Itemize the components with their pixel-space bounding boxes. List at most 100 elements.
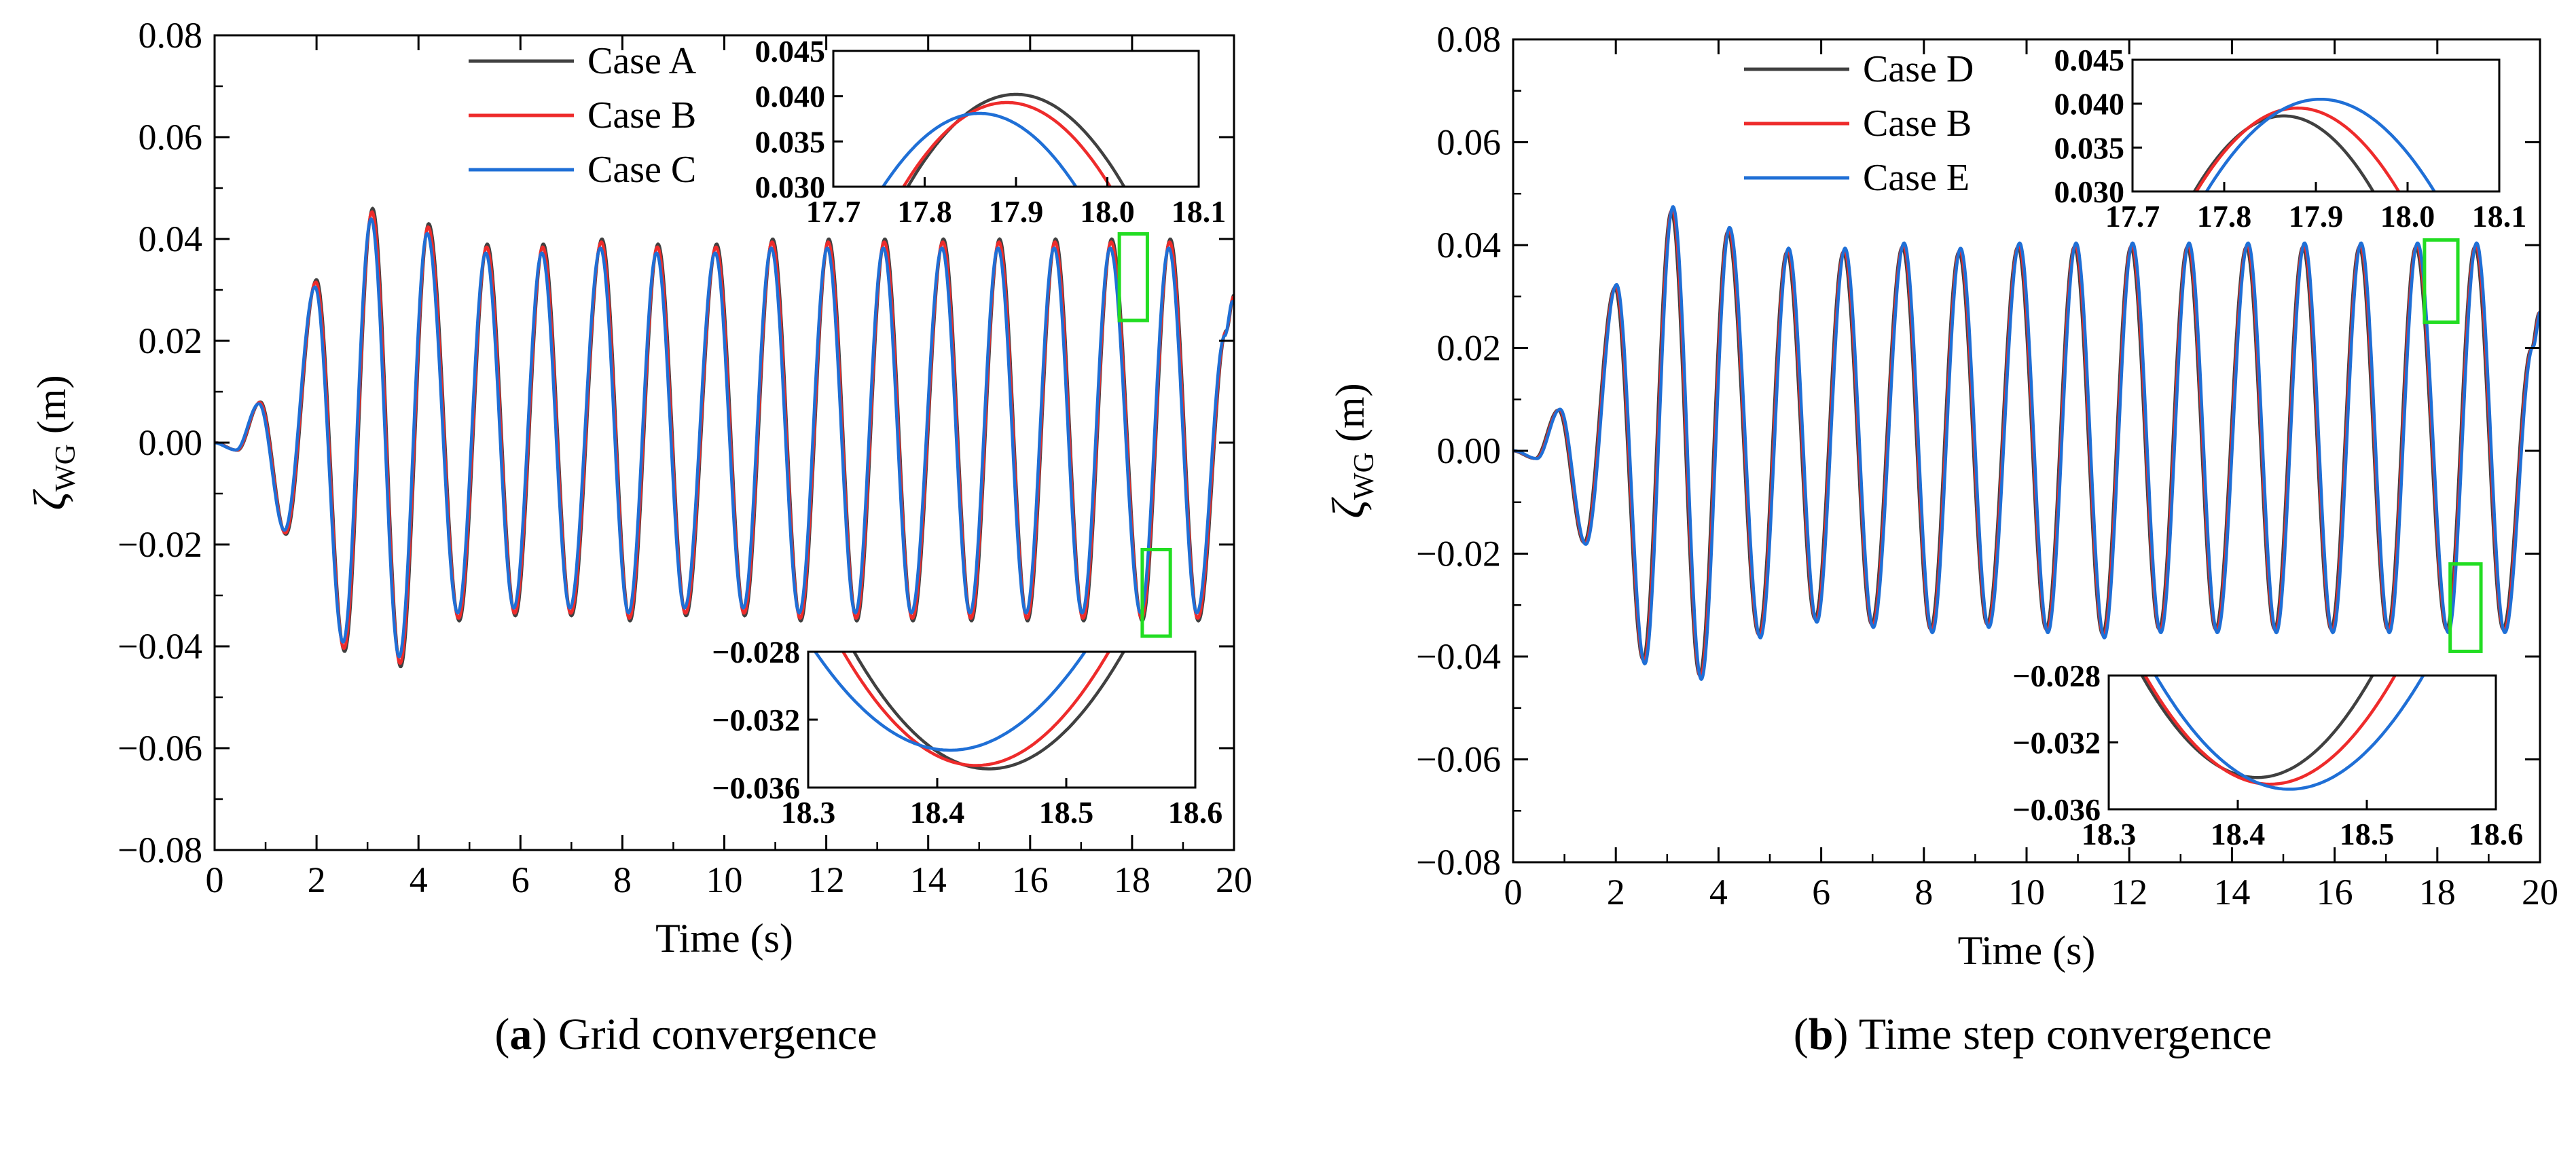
inset-line-case-e (2205, 97, 2437, 191)
x-tick-label: 14 (910, 860, 947, 900)
inset-y-tick-label: −0.032 (2012, 726, 2101, 760)
inset-line-case-e (2154, 676, 2425, 791)
legend-label: Case D (1863, 48, 1974, 90)
legend-label: Case B (1863, 103, 1972, 145)
x-tick-label: 20 (1216, 860, 1252, 900)
inset-x-tick-label: 18.0 (2380, 199, 2435, 234)
y-tick-label: −0.02 (117, 524, 202, 565)
series-line-case-c (215, 217, 1234, 659)
inset-x-tick-label: 18.1 (2472, 199, 2527, 234)
inset-y-tick-label: 0.030 (2054, 174, 2125, 209)
inset-x-tick-label: 18.4 (910, 795, 965, 830)
inset-x-tick-label: 18.0 (1080, 194, 1135, 229)
y-axis-subscript: WG (50, 444, 81, 492)
inset-y-tick-label: 0.045 (755, 34, 826, 69)
y-tick-label: −0.06 (1416, 739, 1501, 780)
x-axis-title: Time (s) (1958, 928, 2096, 973)
y-tick-label: 0.08 (1437, 19, 1502, 60)
legend-label: Case B (587, 94, 696, 136)
inset-y-tick-label: 0.045 (2054, 43, 2125, 77)
x-tick-label: 10 (2008, 872, 2045, 912)
panel-a: 0 2 4 6 8 10 12 14 16 18 20 −0.08 −0.06 −0.04 −0.02 0.0… (24, 15, 1252, 1059)
inset-curves (2140, 676, 2425, 791)
inset-y-tick-label: 0.040 (755, 79, 826, 114)
x-tick-label: 18 (1114, 860, 1150, 900)
inset-top-right: 17.7 17.8 17.9 18.0 18.1 0.030 0.035 0.040 0.045 (755, 34, 1227, 229)
inset-x-tick-label: 18.4 (2211, 817, 2266, 851)
caption-letter: a (509, 1010, 532, 1059)
inset-curves (813, 652, 1126, 771)
inset-line-case-c (881, 111, 1078, 187)
y-tick-label: 0.04 (139, 219, 203, 259)
inset-x-tick-label: 17.7 (806, 194, 861, 229)
y-axis-symbol: ζ (1322, 497, 1374, 519)
inset-bottom-right: 18.3 18.4 18.5 18.6 −0.028 −0.032 −0.036 (712, 635, 1223, 830)
legend: Case D Case B Case E (1744, 48, 1974, 199)
inset-x-tick-label: 17.9 (2289, 199, 2344, 234)
y-tick-label: 0.08 (139, 15, 203, 56)
series-line-case-e (1513, 205, 2540, 682)
inset-line-case-b (2143, 676, 2397, 786)
inset-y-tick-label: 0.030 (755, 170, 826, 204)
inset-line-case-a (906, 92, 1126, 187)
inset-x-tick-label: 17.8 (2197, 199, 2252, 234)
inset-x-tick-label: 17.8 (897, 194, 952, 229)
inset-x-tick-label: 18.6 (1168, 795, 1223, 830)
y-tick-label: 0.02 (1437, 328, 1502, 369)
y-tick-label: −0.08 (117, 830, 202, 870)
zoom-region-box (1117, 232, 1149, 322)
inset-line-case-a (852, 652, 1126, 771)
series-group (1513, 205, 2540, 682)
inset-x-tick-label: 18.5 (2340, 817, 2395, 851)
y-tick-label: −0.06 (117, 728, 202, 769)
y-tick-label: 0.00 (139, 422, 203, 463)
panel-caption: (b) Time step convergence (1794, 1010, 2272, 1059)
caption-text: Time step convergence (1848, 1010, 2272, 1059)
inset-line-case-b (2194, 106, 2401, 191)
y-axis-subscript: WG (1349, 452, 1380, 500)
inset-x-tick-label: 17.7 (2105, 199, 2160, 234)
inset-x-tick-label: 18.1 (1172, 194, 1227, 229)
inset-line-case-c (813, 652, 1087, 752)
y-tick-label: 0.06 (139, 117, 203, 158)
inset-y-tick-label: −0.028 (2012, 659, 2101, 693)
series-line-case-b (215, 210, 1234, 665)
legend-label: Case E (1863, 157, 1970, 199)
y-axis-title: ζWG (m) (24, 375, 81, 510)
caption-open: ( (1794, 1010, 1809, 1059)
x-tick-label: 4 (410, 860, 428, 900)
caption-open: ( (494, 1010, 509, 1059)
legend-label: Case C (587, 149, 696, 191)
x-tick-label: 6 (1812, 872, 1830, 912)
inset-y-tick-label: −0.036 (2012, 792, 2101, 827)
x-tick-label: 18 (2419, 872, 2456, 912)
x-tick-label: 14 (2213, 872, 2250, 912)
caption-close: ) (1833, 1010, 1848, 1059)
x-tick-label: 8 (1915, 872, 1933, 912)
y-axis-unit: (m) (1328, 383, 1373, 452)
x-tick-label: 16 (1012, 860, 1049, 900)
series-line-case-a (215, 206, 1234, 669)
x-tick-label: 16 (2317, 872, 2353, 912)
panel-caption: (a) Grid convergence (494, 1010, 877, 1059)
inset-x-tick-label: 18.3 (2082, 817, 2137, 851)
inset-y-tick-label: 0.040 (2054, 87, 2125, 122)
x-axis-title: Time (s) (655, 916, 793, 961)
zoom-region-box (2423, 238, 2460, 325)
inset-curves (2192, 97, 2437, 191)
inset-background (833, 51, 1199, 187)
x-tick-label: 0 (1504, 872, 1523, 912)
x-tick-label: 10 (706, 860, 743, 900)
x-tick-label: 12 (2111, 872, 2147, 912)
x-tick-label: 6 (511, 860, 530, 900)
inset-line-case-b (841, 652, 1111, 767)
inset-line-case-d (2140, 676, 2374, 779)
inset-line-case-d (2192, 114, 2375, 191)
y-tick-label: 0.04 (1437, 225, 1502, 265)
y-tick-label: 0.06 (1437, 122, 1502, 163)
y-tick-label: −0.04 (1416, 636, 1501, 677)
zoom-region-box (2448, 562, 2483, 653)
inset-bottom-right: 18.3 18.4 18.5 18.6 −0.028 −0.032 −0.036 (2012, 659, 2523, 851)
x-tick-label: 2 (308, 860, 326, 900)
